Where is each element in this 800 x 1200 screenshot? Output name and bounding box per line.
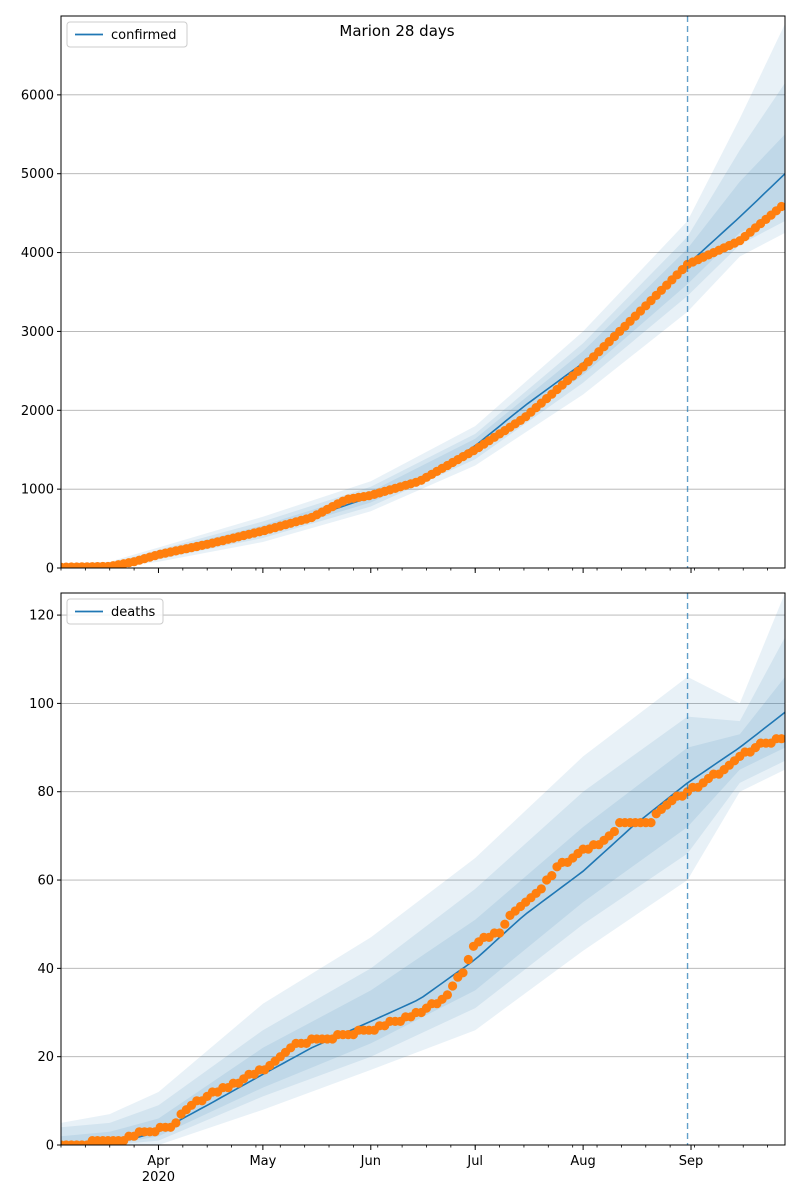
y-tick-label: 120 <box>29 609 54 624</box>
observed-point <box>442 990 452 1000</box>
plot-area <box>61 16 785 568</box>
y-tick-label: 100 <box>29 697 54 712</box>
observed-point <box>495 928 505 938</box>
panel-confirmed: 0 1000 2000 3000 4000 5000 6000 confirmed <box>21 15 786 577</box>
series-line-confirmed <box>61 173 785 568</box>
y-tick-label: 5000 <box>21 167 54 182</box>
observed-point <box>646 818 656 828</box>
x-tick-label: Jul <box>466 1154 483 1169</box>
observed-point <box>171 1118 181 1128</box>
y-tick-label: 0 <box>46 562 54 577</box>
y-tick-label: 40 <box>37 962 54 977</box>
y-tick-label: 80 <box>37 785 54 800</box>
y-tick-label: 3000 <box>21 325 54 340</box>
observed-point <box>463 954 473 965</box>
plot-area <box>61 593 785 1145</box>
observed-point <box>776 201 785 212</box>
observed-point <box>609 826 620 837</box>
uncertainty-band-outer <box>61 23 785 568</box>
legend: confirmed <box>66 21 188 48</box>
observed-point <box>536 884 546 894</box>
x-tick-label: May <box>249 1154 276 1169</box>
uncertainty-band-outer <box>61 593 785 1145</box>
axes-frame <box>60 15 786 569</box>
legend-label: deaths <box>111 605 156 620</box>
observed-point <box>458 968 468 978</box>
legend: deaths <box>66 598 164 625</box>
y-tick-label: 4000 <box>21 246 54 261</box>
x-tick-sublabel: 2020 <box>142 1170 175 1185</box>
observed-point <box>500 919 510 929</box>
y-tick-label: 0 <box>46 1139 54 1154</box>
uncertainty-band-inner <box>61 134 785 568</box>
axes-frame <box>60 592 786 1146</box>
observed-point <box>776 734 785 744</box>
y-tick-label: 60 <box>37 874 54 889</box>
y-tick-label: 6000 <box>21 88 54 103</box>
legend-box <box>66 598 164 625</box>
observed-point <box>547 871 557 881</box>
uncertainty-band-middle <box>61 83 785 568</box>
observed-point <box>448 981 458 991</box>
y-tick-label: 20 <box>37 1050 54 1065</box>
legend-label: confirmed <box>111 28 177 43</box>
x-tick-label: Jun <box>360 1154 381 1169</box>
y-tick-label: 2000 <box>21 404 54 419</box>
y-tick-label: 1000 <box>21 483 54 498</box>
x-tick-label: Aug <box>570 1154 595 1169</box>
legend-box <box>66 21 188 48</box>
x-tick-label: Apr <box>147 1154 170 1169</box>
figure-title: Marion 28 days <box>339 22 454 40</box>
x-tick-label: Sep <box>679 1154 704 1169</box>
